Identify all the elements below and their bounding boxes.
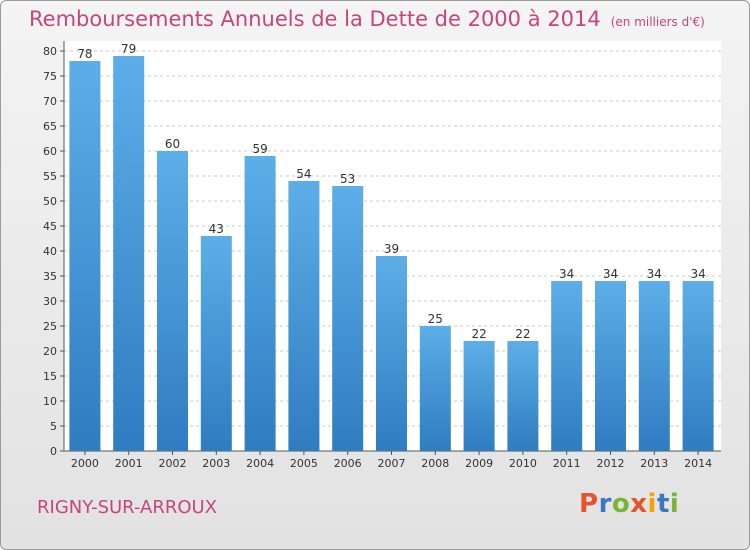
logo-letter: x <box>630 489 648 519</box>
x-tick-label: 2008 <box>421 457 449 470</box>
x-tick-label: 2003 <box>202 457 230 470</box>
x-tick-label: 2009 <box>465 457 493 470</box>
y-tick-label: 10 <box>43 395 57 408</box>
bar <box>638 281 670 451</box>
x-tick-label: 2002 <box>159 457 187 470</box>
chart-title: Remboursements Annuels de la Dette de 20… <box>29 7 705 31</box>
x-tick-label: 2012 <box>597 457 625 470</box>
y-tick-label: 5 <box>50 420 57 433</box>
data-label: 54 <box>296 167 311 181</box>
y-tick-label: 75 <box>43 70 57 83</box>
bar <box>288 181 320 451</box>
logo-letter: i <box>647 489 657 519</box>
y-tick-label: 65 <box>43 120 57 133</box>
bar <box>69 61 101 451</box>
y-tick-label: 50 <box>43 195 57 208</box>
bar <box>113 56 145 451</box>
x-tick-label: 2001 <box>115 457 143 470</box>
x-tick-label: 2013 <box>640 457 668 470</box>
data-label: 78 <box>77 47 92 61</box>
bar <box>682 281 714 451</box>
y-tick-label: 70 <box>43 95 57 108</box>
x-tick-label: 2010 <box>509 457 537 470</box>
y-tick-label: 0 <box>50 445 57 458</box>
bar <box>332 186 364 451</box>
x-tick-label: 2011 <box>553 457 581 470</box>
data-label: 34 <box>690 267 705 281</box>
bar <box>551 281 583 451</box>
bar <box>376 256 407 451</box>
data-label: 53 <box>340 172 355 186</box>
logo-letter: i <box>669 489 680 519</box>
bar <box>595 281 626 451</box>
bar <box>244 156 276 451</box>
logo-letter: P <box>579 489 599 519</box>
y-tick-label: 55 <box>43 170 57 183</box>
town-name: RIGNY-SUR-ARROUX <box>37 497 218 518</box>
bar <box>157 151 188 451</box>
data-label: 34 <box>559 267 574 281</box>
x-tick-label: 2004 <box>246 457 274 470</box>
chart-unit: (en milliers d'€) <box>610 15 705 29</box>
y-tick-label: 15 <box>43 370 57 383</box>
x-tick-label: 2005 <box>290 457 318 470</box>
logo-letter: t <box>656 489 670 519</box>
y-tick-label: 80 <box>43 45 57 58</box>
data-label: 34 <box>603 267 618 281</box>
data-label: 25 <box>428 312 443 326</box>
chart-title-text: Remboursements Annuels de la Dette de 20… <box>29 7 601 31</box>
bar <box>419 326 451 451</box>
y-tick-label: 25 <box>43 320 57 333</box>
y-tick-label: 30 <box>43 295 57 308</box>
logo-letter: o <box>611 489 631 519</box>
y-tick-label: 35 <box>43 270 57 283</box>
x-tick-label: 2007 <box>378 457 406 470</box>
data-label: 59 <box>252 142 267 156</box>
bar <box>463 341 495 451</box>
data-label: 43 <box>209 222 224 236</box>
bar <box>507 341 539 451</box>
data-label: 22 <box>471 327 486 341</box>
data-label: 60 <box>165 137 180 151</box>
bar <box>200 236 232 451</box>
y-tick-label: 40 <box>43 245 57 258</box>
y-tick-label: 20 <box>43 345 57 358</box>
logo-letter: r <box>598 489 612 519</box>
proxiti-logo: Proxiti <box>579 489 679 519</box>
x-tick-label: 2014 <box>684 457 712 470</box>
data-label: 22 <box>515 327 530 341</box>
x-tick-label: 2006 <box>334 457 362 470</box>
x-tick-label: 2000 <box>71 457 99 470</box>
data-label: 34 <box>647 267 662 281</box>
y-tick-label: 60 <box>43 145 57 158</box>
data-label: 79 <box>121 42 136 56</box>
y-tick-label: 45 <box>43 220 57 233</box>
data-label: 39 <box>384 242 399 256</box>
